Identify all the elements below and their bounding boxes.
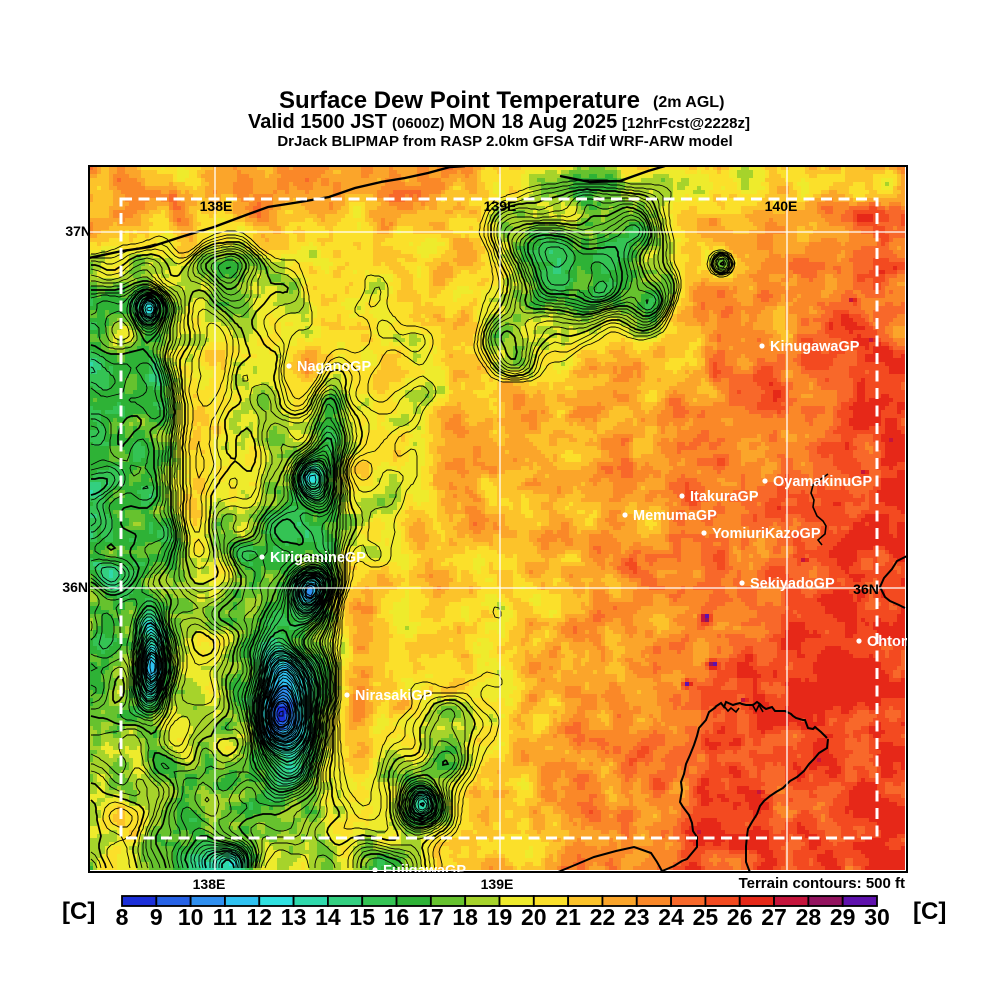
svg-text:139E: 139E [484,198,517,214]
svg-text:FujigawaGP: FujigawaGP [383,863,466,879]
svg-text:(0600Z): (0600Z) [392,115,445,132]
svg-text:[C]: [C] [913,898,946,925]
svg-text:Surface Dew Point Temperature: Surface Dew Point Temperature [279,87,640,114]
svg-text:18: 18 [452,904,478,930]
svg-text:138E: 138E [200,198,233,214]
svg-text:8: 8 [116,904,129,930]
svg-text:23: 23 [624,904,650,930]
svg-text:10: 10 [178,904,204,930]
svg-text:37N: 37N [65,223,91,239]
svg-text:SekiyadoGP: SekiyadoGP [750,576,835,592]
svg-text:26: 26 [727,904,753,930]
svg-text:21: 21 [555,904,581,930]
svg-text:140E: 140E [765,198,798,214]
svg-text:36N: 36N [62,579,88,595]
svg-text:11: 11 [213,904,238,930]
svg-text:24: 24 [658,904,684,930]
svg-text:139E: 139E [481,876,514,892]
svg-text:YomiuriKazoGP: YomiuriKazoGP [712,526,821,542]
svg-text:NirasakiGP: NirasakiGP [355,688,433,704]
svg-text:[C]: [C] [62,898,95,925]
svg-text:22: 22 [590,904,616,930]
svg-text:15: 15 [349,904,375,930]
svg-text:27: 27 [761,904,787,930]
svg-text:MON 18 Aug 2025: MON 18 Aug 2025 [449,111,617,133]
svg-text:OhtoneGP: OhtoneGP [867,634,939,650]
svg-text:25: 25 [693,904,719,930]
svg-text:29: 29 [830,904,856,930]
svg-text:20: 20 [521,904,547,930]
svg-text:MemumaGP: MemumaGP [633,508,717,524]
svg-text:19: 19 [487,904,513,930]
svg-text:16: 16 [384,904,410,930]
svg-text:13: 13 [281,904,307,930]
svg-text:OyamakinuGP: OyamakinuGP [773,474,872,490]
svg-text:Terrain contours: 500 ft: Terrain contours: 500 ft [739,875,905,892]
svg-text:ItakuraGP: ItakuraGP [690,489,759,505]
svg-text:28: 28 [796,904,822,930]
svg-text:30: 30 [864,904,890,930]
svg-text:14: 14 [315,904,341,930]
svg-text:[12hrFcst@2228z]: [12hrFcst@2228z] [622,115,750,132]
svg-text:KinugawaGP: KinugawaGP [770,339,860,355]
svg-text:17: 17 [418,904,444,930]
svg-text:138E: 138E [193,876,226,892]
svg-text:Valid 1500 JST: Valid 1500 JST [248,111,387,133]
svg-text:36N: 36N [853,581,879,597]
svg-text:NaganoGP: NaganoGP [297,359,371,375]
svg-text:DrJack BLIPMAP from RASP 2.0km: DrJack BLIPMAP from RASP 2.0km GFSA Tdif… [277,133,732,150]
svg-text:12: 12 [246,904,272,930]
svg-text:(2m AGL): (2m AGL) [653,94,724,111]
svg-text:9: 9 [150,904,163,930]
svg-text:KirigamineGP: KirigamineGP [270,550,366,566]
